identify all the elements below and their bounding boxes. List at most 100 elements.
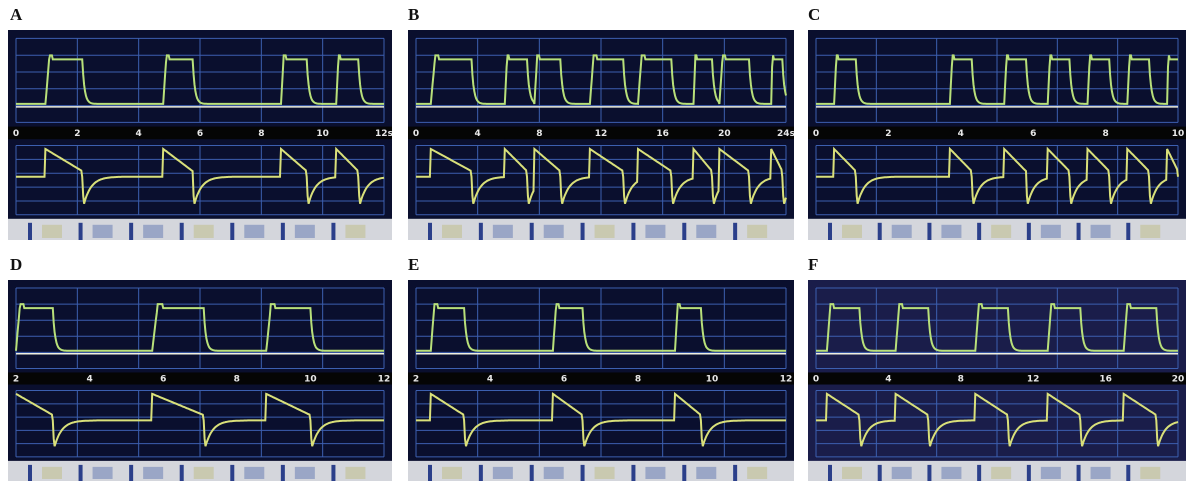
time-tick-label: 8	[1102, 129, 1108, 139]
time-tick-label: 0	[13, 129, 19, 139]
toolbar-separator	[331, 464, 336, 481]
toolbar-separator	[927, 464, 932, 481]
toolbar-icon	[442, 466, 462, 479]
toolbar-icon	[991, 466, 1012, 479]
ventilator-screen: 2 4 6 8 10 12	[8, 280, 392, 481]
toolbar-icon	[594, 224, 615, 238]
time-tick-label: 6	[160, 374, 166, 384]
pressure-waveform	[816, 303, 1179, 352]
toolbar-separator	[179, 222, 184, 240]
toolbar-separator	[280, 222, 285, 240]
time-tick-label: 12	[780, 374, 793, 384]
tick-strip	[408, 126, 794, 140]
toolbar-separator	[1026, 222, 1031, 240]
time-tick-label: 4	[136, 129, 142, 139]
toolbar-icon	[842, 224, 862, 238]
toolbar-icon	[645, 466, 666, 479]
toolbar-icon	[442, 224, 462, 238]
toolbar-separator	[179, 464, 184, 481]
flow-waveform	[416, 146, 787, 204]
toolbar-icon	[543, 466, 564, 479]
time-tick-label: 0	[813, 129, 819, 139]
tick-strip	[8, 372, 392, 385]
toolbar-icon	[492, 224, 513, 238]
flow-waveform	[816, 146, 1179, 204]
toolbar-icon	[294, 224, 315, 238]
time-tick-label: 2	[885, 129, 891, 139]
toolbar-separator	[129, 464, 134, 481]
panel-label: C	[808, 5, 821, 24]
panel-label: E	[408, 255, 420, 274]
toolbar-separator	[28, 464, 32, 481]
toolbar-separator	[28, 222, 32, 240]
time-tick-label: 20	[1172, 374, 1185, 384]
time-tick-label: 10	[706, 374, 719, 384]
toolbar-icon	[345, 466, 366, 479]
toolbar-icon	[92, 466, 113, 479]
toolbar-separator	[733, 464, 738, 481]
flow-waveform	[16, 146, 385, 204]
toolbar-icon	[193, 466, 214, 479]
time-tick-label: 6	[197, 129, 203, 139]
toolbar-separator	[682, 464, 687, 481]
toolbar-separator	[1126, 464, 1131, 481]
toolbar-icon	[891, 466, 912, 479]
toolbar-icon	[244, 466, 265, 479]
toolbar-icon	[645, 224, 666, 238]
toolbar-separator	[877, 222, 882, 240]
time-tick-label: 12	[595, 129, 608, 139]
toolbar-icon	[1140, 466, 1161, 479]
time-tick-label: 4	[86, 374, 92, 384]
time-tick-label: 2	[13, 374, 19, 384]
panel-label: D	[10, 255, 23, 274]
toolbar-icon	[1140, 224, 1161, 238]
time-tick-label: 12	[1027, 374, 1040, 384]
toolbar-separator	[529, 464, 534, 481]
toolbar-icon	[345, 224, 366, 238]
toolbar-icon	[594, 466, 615, 479]
ventilator-screen: 0 4 8 12 16 20	[808, 280, 1186, 481]
pressure-waveform	[416, 303, 786, 352]
toolbar-icon	[696, 224, 717, 238]
ventilator-screen: 0 2 4 6 8 10 12s	[8, 30, 392, 240]
flow-waveform	[15, 392, 384, 447]
toolbar-separator	[230, 464, 235, 481]
time-tick-label: 8	[536, 129, 542, 139]
time-tick-label: 4	[475, 129, 481, 139]
toolbar-separator	[428, 222, 432, 240]
time-tick-label: 6	[1030, 129, 1036, 139]
time-tick-label: 10	[304, 374, 317, 384]
flow-waveform	[816, 392, 1179, 447]
toolbar-separator	[828, 222, 832, 240]
pressure-waveform	[15, 303, 384, 352]
toolbar-separator	[580, 464, 585, 481]
toolbar-icon	[696, 466, 717, 479]
toolbar-icon	[941, 224, 962, 238]
tick-strip	[808, 126, 1186, 140]
toolbar-separator	[478, 464, 483, 481]
toolbar-separator	[733, 222, 738, 240]
toolbar-separator	[1076, 464, 1081, 481]
toolbar-icon	[1090, 466, 1111, 479]
time-tick-label: 6	[561, 374, 567, 384]
tick-strip	[408, 372, 794, 385]
time-tick-label: 8	[635, 374, 641, 384]
toolbar-separator	[78, 222, 83, 240]
time-tick-label: 10	[316, 129, 329, 139]
ventilator-screen: 0 4 8 12 16 20 24s	[408, 30, 794, 240]
toolbar-separator	[1126, 222, 1131, 240]
toolbar-separator	[1026, 464, 1031, 481]
time-tick-label: 4	[885, 374, 891, 384]
ventilator-screen: 2 4 6 8 10 12	[408, 280, 794, 481]
toolbar-icon	[143, 224, 164, 238]
toolbar-separator	[631, 222, 636, 240]
pressure-waveform	[16, 54, 384, 105]
toolbar-icon	[747, 224, 768, 238]
toolbar-separator	[331, 222, 336, 240]
time-tick-label: 16	[656, 129, 669, 139]
toolbar-icon	[747, 466, 768, 479]
toolbar-icon	[42, 224, 62, 238]
toolbar-separator	[580, 222, 585, 240]
flow-waveform	[416, 391, 786, 447]
toolbar-icon	[1090, 224, 1111, 238]
